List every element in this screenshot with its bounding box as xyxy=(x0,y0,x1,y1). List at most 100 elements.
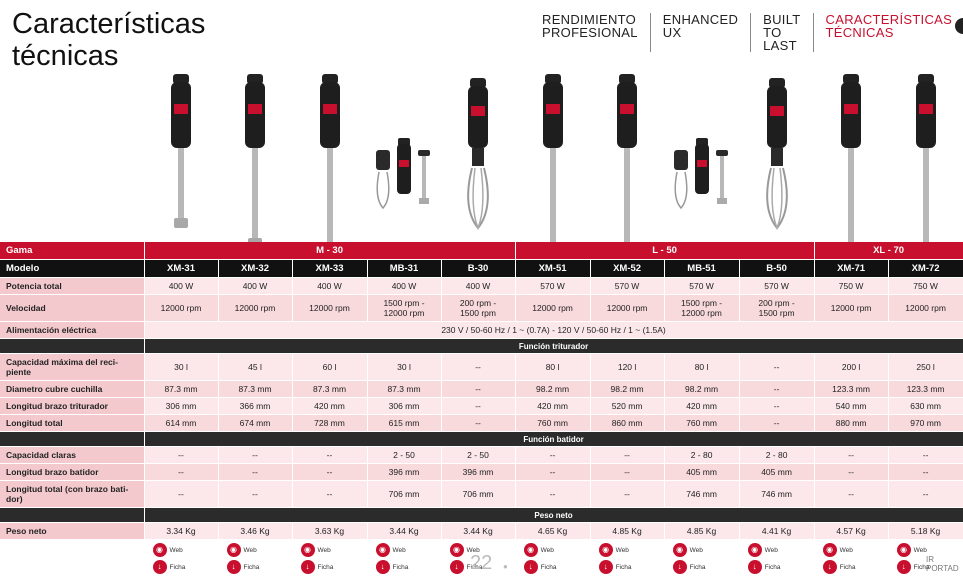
ficha-label: Ficha xyxy=(392,563,409,571)
modelo-cell: XM-52 xyxy=(590,259,665,278)
velocidad-cell: 12000 rpm xyxy=(814,294,889,322)
capacidad-claras-cell: -- xyxy=(814,446,889,464)
web-button[interactable]: ◉ Web xyxy=(300,543,365,557)
ficha-label: Ficha xyxy=(764,563,781,571)
potencia-cell: 570 W xyxy=(590,277,665,295)
velocidad-label: Velocidad xyxy=(0,294,145,322)
ficha-button[interactable]: ↓ Ficha xyxy=(300,560,365,574)
ir-portada-link[interactable]: IR PORTAD xyxy=(926,555,959,573)
diametro-cell: 87.3 mm xyxy=(218,380,293,398)
eye-icon: ◉ xyxy=(226,543,241,557)
web-button[interactable]: ◉ Web xyxy=(822,543,886,557)
web-button[interactable]: ◉ Web xyxy=(747,543,812,557)
nav-caracteristicas[interactable]: CARACTERÍSTICAS TÉCNICAS xyxy=(812,13,963,52)
capacidad-claras-cell: -- xyxy=(590,446,665,464)
web-button[interactable]: ◉ Web xyxy=(896,543,961,557)
longitud-total-row: Longitud total 614 mm 674 mm 728 mm 615 mm --… xyxy=(0,414,963,432)
peso-cell: 4.57 Kg xyxy=(814,522,889,540)
ficha-button[interactable]: ↓ Ficha xyxy=(822,560,886,574)
page-number: 22 xyxy=(470,552,493,574)
ficha-button[interactable]: ↓ Ficha xyxy=(747,560,812,574)
modelo-cell: XM-72 xyxy=(888,259,963,278)
download-icon: ↓ xyxy=(672,560,687,574)
diametro-cell: 123.3 mm xyxy=(814,380,889,398)
brazo-triturador-cell: 366 mm xyxy=(218,397,293,415)
brazo-triturador-cell: 630 mm xyxy=(888,397,963,415)
modelo-cell: XM-51 xyxy=(515,259,591,278)
longitud-total-cell: 614 mm xyxy=(144,414,219,432)
web-button[interactable]: ◉ Web xyxy=(375,543,439,557)
eye-icon: ◉ xyxy=(747,543,762,557)
brazo-batidor-cell: -- xyxy=(590,463,665,481)
velocidad-row: Velocidad 12000 rpm 12000 rpm 12000 rpm 1500… xyxy=(0,294,963,322)
web-button[interactable]: ◉ Web xyxy=(152,543,216,557)
download-icon: ↓ xyxy=(375,560,390,574)
alimentacion-value: 230 V / 50-60 Hz / 1 ~ (0.7A) - 120 V / … xyxy=(144,321,963,339)
longitud-batidor-row: Longitud total (con brazo bati- dor) -- --… xyxy=(0,480,963,508)
peso-cell: 4.85 Kg xyxy=(590,522,665,540)
ficha-button[interactable]: ↓ Ficha xyxy=(449,560,513,574)
web-button[interactable]: ◉ Web xyxy=(672,543,737,557)
brazo-batidor-cell: -- xyxy=(144,463,219,481)
ficha-button[interactable]: ↓ Ficha xyxy=(375,560,439,574)
ficha-button[interactable]: ↓ Ficha xyxy=(896,560,961,574)
alimentacion-row: Alimentación eléctrica 230 V / 50-60 Hz /… xyxy=(0,321,963,339)
buttons-cell: ◉ Web ↓ Ficha xyxy=(739,539,815,579)
diametro-cell: 98.2 mm xyxy=(664,380,740,398)
nav-rendimiento[interactable]: RENDIMIENTO PROFESIONAL xyxy=(542,12,638,40)
nav-enhanced-ux[interactable]: ENHANCED UX xyxy=(649,13,750,52)
web-button[interactable]: ◉ Web xyxy=(226,543,290,557)
ficha-button[interactable]: ↓ Ficha xyxy=(226,560,290,574)
peso-cell: 3.44 Kg xyxy=(367,522,442,540)
eye-icon: ◉ xyxy=(672,543,687,557)
diametro-cell: 98.2 mm xyxy=(590,380,665,398)
brazo-triturador-row: Longitud brazo triturador 306 mm 366 mm 420… xyxy=(0,397,963,415)
longitud-batidor-cell: -- xyxy=(888,480,963,508)
brazo-triturador-cell: 420 mm xyxy=(292,397,368,415)
web-label: Web xyxy=(689,546,703,554)
web-label: Web xyxy=(243,546,257,554)
section-triturador: Función triturador xyxy=(0,338,963,354)
brazo-batidor-cell: -- xyxy=(814,463,889,481)
eye-icon: ◉ xyxy=(896,543,911,557)
eye-icon: ◉ xyxy=(152,543,167,557)
capacidad-max-cell: -- xyxy=(441,353,516,381)
ficha-label: Ficha xyxy=(466,563,483,571)
capacidad-claras-cell: -- xyxy=(144,446,219,464)
download-icon: ↓ xyxy=(152,560,167,574)
velocidad-cell: 12000 rpm xyxy=(144,294,219,322)
web-button[interactable]: ◉ Web xyxy=(598,543,662,557)
longitud-total-cell: 880 mm xyxy=(814,414,889,432)
ficha-label: Ficha xyxy=(839,563,856,571)
ficha-button[interactable]: ↓ Ficha xyxy=(598,560,662,574)
ficha-button[interactable]: ↓ Ficha xyxy=(523,560,588,574)
section-batidor: Función batidor xyxy=(0,431,963,447)
modelo-label: Modelo xyxy=(0,259,145,278)
web-label: Web xyxy=(392,546,406,554)
nav-menu-dot[interactable] xyxy=(955,18,963,34)
web-button[interactable]: ◉ Web xyxy=(523,543,588,557)
diametro-cell: 87.3 mm xyxy=(292,380,368,398)
nav-built-to-last[interactable]: BUILT TO LAST xyxy=(750,13,812,52)
velocidad-cell: 1500 rpm - 12000 rpm xyxy=(664,294,740,322)
product-image-xm-71 xyxy=(814,68,888,244)
diametro-cell: -- xyxy=(739,380,815,398)
eye-icon: ◉ xyxy=(300,543,315,557)
section-peso: Peso neto xyxy=(0,507,963,523)
section-batidor-label: Función batidor xyxy=(144,431,963,447)
longitud-total-cell: 760 mm xyxy=(664,414,740,432)
velocidad-cell: 200 rpm - 1500 rpm xyxy=(739,294,815,322)
capacidad-max-cell: 200 l xyxy=(814,353,889,381)
eye-icon: ◉ xyxy=(822,543,837,557)
ficha-button[interactable]: ↓ Ficha xyxy=(152,560,216,574)
longitud-total-label: Longitud total xyxy=(0,414,145,432)
modelo-cell: MB-31 xyxy=(367,259,442,278)
brazo-batidor-row: Longitud brazo batidor -- -- -- 396 mm 396 mm… xyxy=(0,463,963,481)
ficha-button[interactable]: ↓ Ficha xyxy=(672,560,737,574)
longitud-total-cell: 728 mm xyxy=(292,414,368,432)
capacidad-claras-cell: -- xyxy=(292,446,368,464)
modelo-row: Modelo XM-31 XM-32 XM-33 MB-31 B-30 XM-51 XM-52… xyxy=(0,259,963,278)
download-icon: ↓ xyxy=(523,560,538,574)
web-button[interactable]: ◉ Web xyxy=(449,543,513,557)
potencia-cell: 750 W xyxy=(814,277,889,295)
